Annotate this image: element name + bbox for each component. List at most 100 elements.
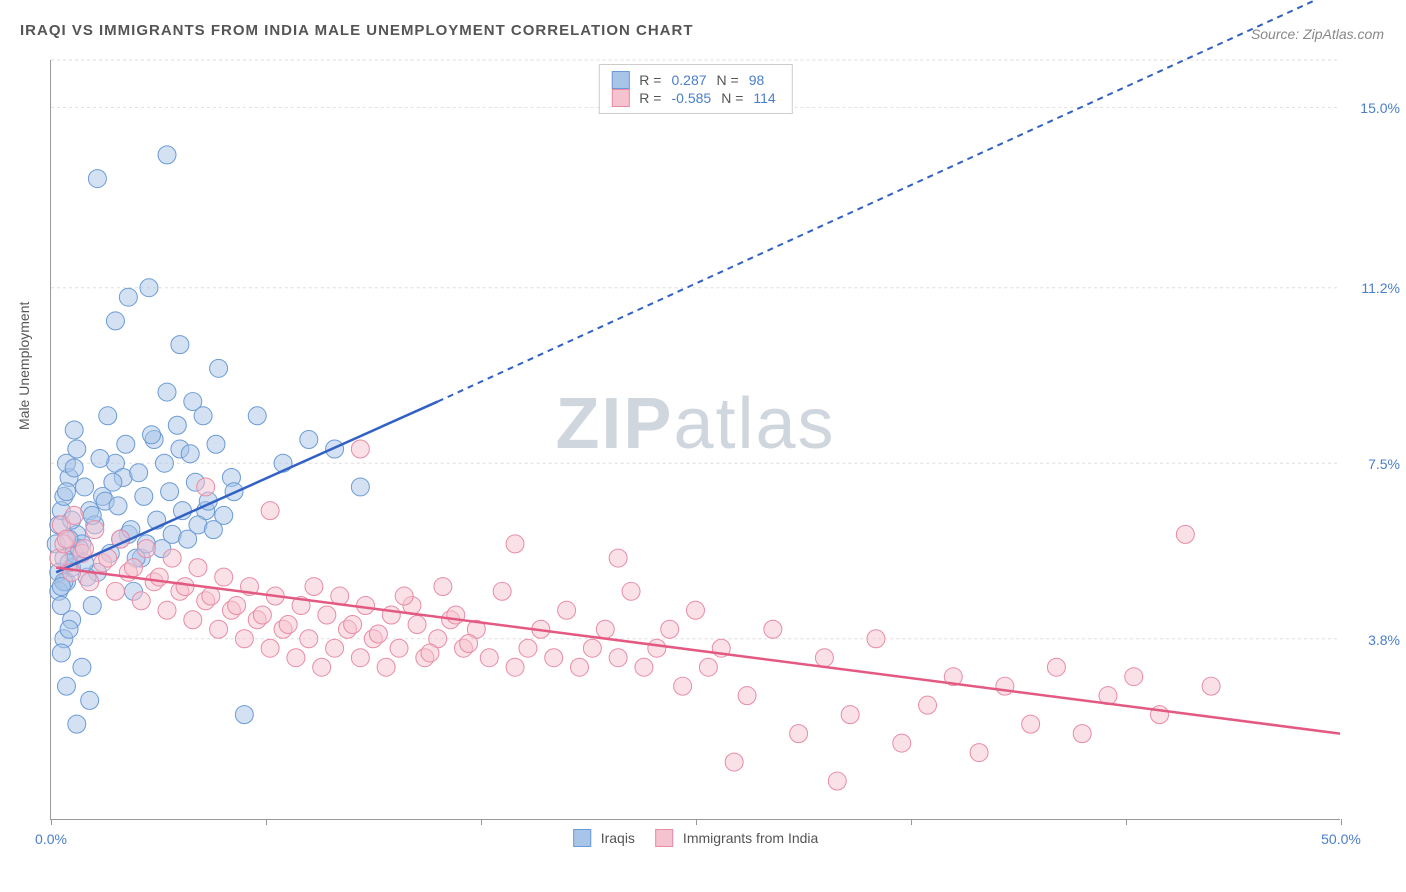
scatter-point	[91, 449, 109, 467]
scatter-point	[137, 540, 155, 558]
scatter-point	[158, 383, 176, 401]
scatter-point	[1202, 677, 1220, 695]
scatter-point	[132, 592, 150, 610]
scatter-point	[738, 687, 756, 705]
scatter-point	[76, 478, 94, 496]
scatter-point	[519, 639, 537, 657]
scatter-point	[390, 639, 408, 657]
scatter-point	[57, 530, 75, 548]
scatter-point	[65, 459, 83, 477]
y-tick-label: 11.2%	[1345, 280, 1400, 296]
scatter-point	[480, 649, 498, 667]
scatter-point	[88, 170, 106, 188]
scatter-point	[235, 706, 253, 724]
scatter-points	[47, 146, 1220, 790]
scatter-point	[179, 530, 197, 548]
scatter-point	[1073, 725, 1091, 743]
scatter-point	[181, 445, 199, 463]
scatter-point	[106, 582, 124, 600]
scatter-point	[351, 649, 369, 667]
scatter-point	[60, 620, 78, 638]
scatter-point	[648, 639, 666, 657]
x-tick	[481, 819, 482, 825]
legend-r-val-1: -0.585	[667, 90, 715, 106]
scatter-point	[790, 725, 808, 743]
scatter-point	[119, 288, 137, 306]
scatter-point	[68, 715, 86, 733]
scatter-point	[161, 483, 179, 501]
scatter-point	[52, 644, 70, 662]
x-tick	[696, 819, 697, 825]
x-tick	[51, 819, 52, 825]
legend-swatch-1	[611, 89, 629, 107]
scatter-point	[635, 658, 653, 676]
x-tick	[1341, 819, 1342, 825]
y-axis-label: Male Unemployment	[16, 302, 32, 430]
series-swatch-1	[655, 829, 673, 847]
x-tick-label: 0.0%	[35, 831, 67, 847]
scatter-point	[764, 620, 782, 638]
scatter-point	[545, 649, 563, 667]
scatter-point	[570, 658, 588, 676]
scatter-point	[867, 630, 885, 648]
scatter-point	[506, 535, 524, 553]
legend-swatch-0	[611, 71, 629, 89]
legend-row-1: R = -0.585 N = 114	[611, 89, 779, 107]
scatter-point	[674, 677, 692, 695]
gridlines	[51, 60, 1340, 639]
x-tick	[266, 819, 267, 825]
scatter-point	[235, 630, 253, 648]
scatter-point	[287, 649, 305, 667]
scatter-point	[57, 677, 75, 695]
scatter-point	[1125, 668, 1143, 686]
scatter-point	[197, 478, 215, 496]
scatter-point	[73, 658, 91, 676]
scatter-point	[279, 616, 297, 634]
scatter-point	[204, 521, 222, 539]
scatter-point	[318, 606, 336, 624]
scatter-point	[99, 407, 117, 425]
scatter-point	[158, 146, 176, 164]
scatter-point	[408, 616, 426, 634]
scatter-point	[300, 431, 318, 449]
scatter-point	[1022, 715, 1040, 733]
scatter-point	[104, 473, 122, 491]
y-tick-label: 3.8%	[1345, 632, 1400, 648]
scatter-point	[109, 497, 127, 515]
legend-n-val-1: 114	[749, 90, 779, 106]
scatter-point	[261, 502, 279, 520]
scatter-point	[168, 416, 186, 434]
scatter-point	[493, 582, 511, 600]
y-tick-label: 7.5%	[1345, 456, 1400, 472]
series-label-0: Iraqis	[601, 830, 635, 846]
scatter-point	[970, 744, 988, 762]
x-tick	[1126, 819, 1127, 825]
scatter-point	[369, 625, 387, 643]
legend-n-label-1: N =	[721, 90, 743, 106]
scatter-point	[125, 559, 143, 577]
scatter-point	[143, 426, 161, 444]
scatter-point	[81, 573, 99, 591]
scatter-point	[300, 630, 318, 648]
scatter-point	[86, 521, 104, 539]
scatter-point	[919, 696, 937, 714]
scatter-point	[395, 587, 413, 605]
scatter-point	[382, 606, 400, 624]
scatter-point	[140, 279, 158, 297]
scatter-point	[150, 568, 168, 586]
legend-r-label-0: R =	[639, 72, 661, 88]
scatter-point	[210, 620, 228, 638]
correlation-legend: R = 0.287 N = 98 R = -0.585 N = 114	[598, 64, 792, 114]
scatter-point	[184, 611, 202, 629]
legend-n-label-0: N =	[717, 72, 739, 88]
scatter-point	[207, 435, 225, 453]
scatter-point	[326, 639, 344, 657]
scatter-point	[130, 464, 148, 482]
series-label-1: Immigrants from India	[683, 830, 818, 846]
scatter-point	[253, 606, 271, 624]
plot-area: ZIPatlas R = 0.287 N = 98 R = -0.585 N =…	[50, 60, 1340, 820]
x-tick-label: 50.0%	[1321, 831, 1361, 847]
scatter-point	[725, 753, 743, 771]
scatter-point	[194, 407, 212, 425]
scatter-point	[893, 734, 911, 752]
